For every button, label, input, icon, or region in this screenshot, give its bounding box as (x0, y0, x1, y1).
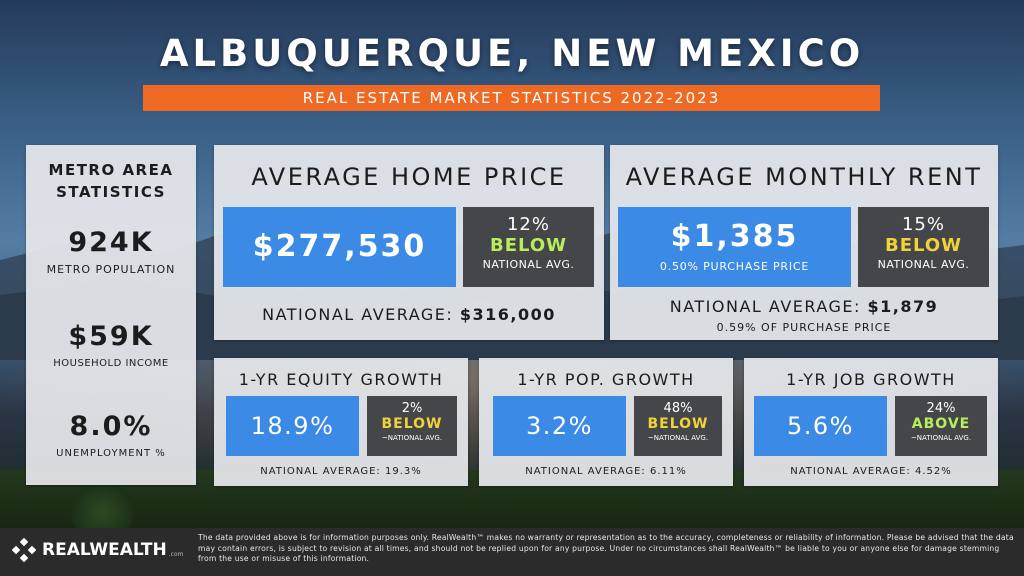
job-growth-value: 5.6% (787, 412, 854, 440)
home-price-value-box: $277,530 (223, 207, 456, 287)
job-growth-compare-box: 24% ABOVE ~NATIONAL AVG. (895, 396, 987, 456)
realwealth-logo[interactable]: REALWEALTH .com (12, 538, 183, 562)
pop-growth-panel: 1-YR POP. GROWTH 3.2% 48% BELOW ~NATIONA… (479, 358, 733, 486)
home-price-panel: AVERAGE HOME PRICE $277,530 12% BELOW NA… (214, 145, 604, 340)
home-price-compare-box: 12% BELOW NATIONAL AVG. (463, 207, 594, 287)
page-subtitle: REAL ESTATE MARKET STATISTICS 2022-2023 (143, 85, 880, 111)
page-title: ALBUQUERQUE, NEW MEXICO (159, 32, 865, 75)
rent-sub: 0.50% PURCHASE PRICE (659, 260, 810, 273)
home-price-compare-label: NATIONAL AVG. (482, 258, 575, 271)
job-growth-heading: 1-YR JOB GROWTH (786, 370, 956, 389)
population-label: METRO POPULATION (46, 263, 176, 276)
equity-national: NATIONAL AVERAGE: 19.3% (260, 466, 422, 477)
equity-heading: 1-YR EQUITY GROWTH (238, 370, 444, 389)
rent-national-sub: 0.59% OF PURCHASE PRICE (716, 321, 892, 334)
job-growth-compare-label: ~NATIONAL AVG. (910, 434, 972, 442)
footer: REALWEALTH .com The data provided above … (0, 528, 1024, 576)
pop-growth-national: NATIONAL AVERAGE: 6.11% (525, 466, 687, 477)
rent-compare-box: 15% BELOW NATIONAL AVG. (858, 207, 989, 287)
pop-growth-compare-box: 48% BELOW ~NATIONAL AVG. (634, 396, 722, 456)
pop-growth-heading: 1-YR POP. GROWTH (517, 370, 695, 389)
metro-heading-line1: METRO AREA (48, 161, 174, 179)
rent-national-label: NATIONAL AVERAGE: (669, 297, 861, 316)
job-growth-value-box: 5.6% (754, 396, 887, 456)
rent-panel: AVERAGE MONTHLY RENT $1,385 0.50% PURCHA… (610, 145, 998, 340)
rent-pct: 15% (901, 214, 945, 235)
equity-value-box: 18.9% (226, 396, 359, 456)
pop-growth-pct: 48% (663, 401, 693, 416)
rent-direction: BELOW (885, 235, 962, 256)
metro-heading-line2: STATISTICS (56, 183, 166, 201)
pop-growth-direction: BELOW (647, 416, 709, 432)
pop-growth-compare-label: ~NATIONAL AVG. (647, 434, 709, 442)
unemployment-label: UNEMPLOYMENT % (56, 448, 166, 459)
logo-suffix: .com (168, 550, 184, 558)
home-price-pct: 12% (506, 214, 550, 235)
equity-direction: BELOW (381, 416, 443, 432)
job-growth-panel: 1-YR JOB GROWTH 5.6% 24% ABOVE ~NATIONAL… (744, 358, 998, 486)
metro-panel: METRO AREA STATISTICS 924K METRO POPULAT… (26, 145, 196, 485)
rent-national-value: $1,879 (867, 297, 939, 316)
logo-text: REALWEALTH (42, 540, 167, 560)
equity-value: 18.9% (250, 412, 335, 440)
income-value: $59K (68, 321, 154, 352)
equity-compare-box: 2% BELOW ~NATIONAL AVG. (367, 396, 457, 456)
rent-compare-label: NATIONAL AVG. (877, 258, 970, 271)
equity-panel: 1-YR EQUITY GROWTH 18.9% 2% BELOW ~NATIO… (214, 358, 468, 486)
equity-pct: 2% (401, 401, 423, 416)
home-price-value: $277,530 (252, 229, 427, 264)
disclaimer: The data provided above is for informati… (198, 533, 1014, 563)
unemployment-value: 8.0% (69, 411, 153, 442)
population-value: 924K (68, 227, 154, 258)
job-growth-national: NATIONAL AVERAGE: 4.52% (790, 466, 952, 477)
job-growth-pct: 24% (926, 401, 956, 416)
pop-growth-value: 3.2% (526, 412, 593, 440)
rent-national: NATIONAL AVERAGE: $1,879 (610, 297, 998, 316)
home-price-national-value: $316,000 (459, 305, 556, 324)
realwealth-logo-icon (12, 538, 36, 562)
rent-value-box: $1,385 0.50% PURCHASE PRICE (618, 207, 851, 287)
home-price-heading: AVERAGE HOME PRICE (251, 163, 567, 191)
pop-growth-value-box: 3.2% (493, 396, 626, 456)
job-growth-direction: ABOVE (911, 416, 971, 432)
equity-compare-label: ~NATIONAL AVG. (381, 434, 443, 442)
home-price-national-label: NATIONAL AVERAGE: (262, 305, 454, 324)
income-label: HOUSEHOLD INCOME (53, 358, 169, 369)
home-price-national: NATIONAL AVERAGE: $316,000 (214, 305, 604, 324)
rent-heading: AVERAGE MONTHLY RENT (625, 163, 983, 191)
rent-value: $1,385 (670, 219, 799, 254)
home-price-direction: BELOW (490, 235, 567, 256)
